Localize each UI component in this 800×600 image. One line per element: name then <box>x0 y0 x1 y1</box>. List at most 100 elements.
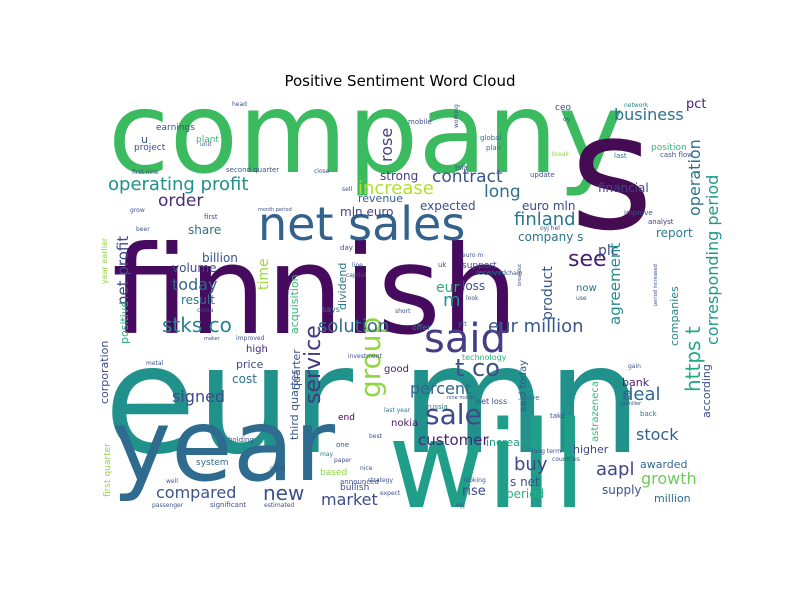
word-see: see <box>568 247 607 272</box>
word-gain: gain <box>628 363 641 370</box>
word-capital: capital <box>346 272 366 279</box>
word-unit: unit <box>200 141 212 148</box>
word-net-profit: net profit <box>114 236 132 305</box>
chart-title: Positive Sentiment Word Cloud <box>284 72 516 90</box>
word-breakout: breakout <box>517 264 523 286</box>
word-end: end <box>338 413 355 423</box>
word-mln-euro: mln euro <box>340 205 393 219</box>
word-expected: expected <box>420 199 476 213</box>
word-strong: strong <box>380 169 418 183</box>
word-break: break <box>552 151 570 158</box>
word-improve: improve <box>624 209 653 217</box>
word-cost: cost <box>232 372 257 386</box>
word-last-year: last year <box>384 407 411 414</box>
word-chain: chain <box>506 270 522 277</box>
word-million: million <box>654 492 691 505</box>
word-short: short <box>395 308 411 315</box>
word-loss: loss <box>462 279 485 293</box>
word-said: said <box>424 316 506 362</box>
word-update: update <box>530 171 555 179</box>
word-compared: compared <box>156 483 236 502</box>
word-first-nine: first nine <box>132 169 159 176</box>
word-report: report <box>656 226 693 240</box>
word-third-quarter: third quarter <box>288 370 301 440</box>
word-share: share <box>188 223 221 237</box>
word-long: long <box>484 182 521 202</box>
word-deal: deal <box>622 384 661 405</box>
word-now: now <box>576 283 597 294</box>
word-metal: metal <box>146 360 164 367</box>
word-plant: plant <box>196 135 219 145</box>
word-month-period: month period <box>258 207 292 213</box>
word-second-quarter: second quarter <box>226 166 279 174</box>
word-operation: operation <box>685 139 704 216</box>
word-acquisition: acquisition <box>288 274 301 334</box>
word-net-sales: net sales <box>258 197 465 251</box>
word-mobile: mobile <box>408 118 432 126</box>
word-last: last <box>614 152 627 160</box>
word-support: support <box>462 261 497 271</box>
word-operating-profit: operating profit <box>108 174 248 195</box>
word-based: based <box>320 468 347 478</box>
word-may: may <box>320 451 334 458</box>
word-eur-million: eur million <box>488 316 584 337</box>
word-estimated: estimated <box>264 502 294 509</box>
word-t-co: t co <box>455 354 500 382</box>
word-analyst: analyst <box>648 218 674 226</box>
word-company-s: company s <box>518 230 583 244</box>
word-rose: rose <box>377 128 396 162</box>
word-cash-flow: cash flow <box>660 151 693 159</box>
word-will: will <box>388 397 586 536</box>
word-euro-m: euro m <box>462 252 483 259</box>
word-use: use <box>576 295 587 302</box>
word-expect: expect <box>380 490 401 497</box>
word-long-term: long term <box>532 448 561 455</box>
word-back: back <box>640 410 658 418</box>
word-high: high <box>246 344 268 355</box>
word-technology: technology <box>462 353 507 362</box>
word-first: first <box>204 213 218 221</box>
word-https-t: https t <box>681 326 705 392</box>
word-agreement: agreement <box>606 243 624 325</box>
word-market: market <box>321 490 378 509</box>
word-earnings: earnings <box>156 123 195 133</box>
word-finland: finland <box>514 209 576 230</box>
word-result: result <box>181 293 215 307</box>
word-group: group <box>354 317 387 398</box>
word-first-quarter: first quarter <box>103 443 113 497</box>
word-one: one <box>336 441 349 449</box>
word-best: best <box>369 433 383 440</box>
word-stock: stock <box>636 425 679 444</box>
word-says: says <box>322 305 340 314</box>
word-eur: eur <box>436 280 459 296</box>
word-oyj: oyj <box>456 502 465 509</box>
word-tsla: tsla <box>455 164 468 172</box>
word-billion: billion <box>202 251 238 265</box>
word-price: price <box>236 358 264 371</box>
word-grow: grow <box>130 207 145 214</box>
word-year: year <box>112 387 336 504</box>
word-buy: buy <box>514 454 548 475</box>
word-countries: countries <box>552 456 580 463</box>
word-solution: solution <box>318 316 389 337</box>
word-customer: customer <box>418 431 489 449</box>
word-looking: looking <box>464 477 486 484</box>
word-strategy: strategy <box>368 477 393 484</box>
word-ceo: ceo <box>555 103 571 113</box>
word-aapl: aapl <box>596 459 635 480</box>
word-well: well <box>166 478 178 485</box>
word-passenger: passenger <box>152 502 184 509</box>
word-euro-mln: euro mln <box>522 199 575 213</box>
word-corresponding-period: corresponding period <box>703 175 722 345</box>
word-higher: higher <box>573 443 609 456</box>
word-volume: volume <box>172 261 216 275</box>
word-increase: increase <box>358 178 434 199</box>
word-signed: signed <box>172 387 225 406</box>
word-period: period <box>506 487 544 501</box>
word-bank: bank <box>622 376 650 389</box>
word-time: time <box>256 258 272 290</box>
word-china: china <box>197 307 214 314</box>
word-significant: significant <box>210 501 246 509</box>
word-global: global <box>480 134 501 142</box>
word-investment: investment <box>348 353 383 360</box>
